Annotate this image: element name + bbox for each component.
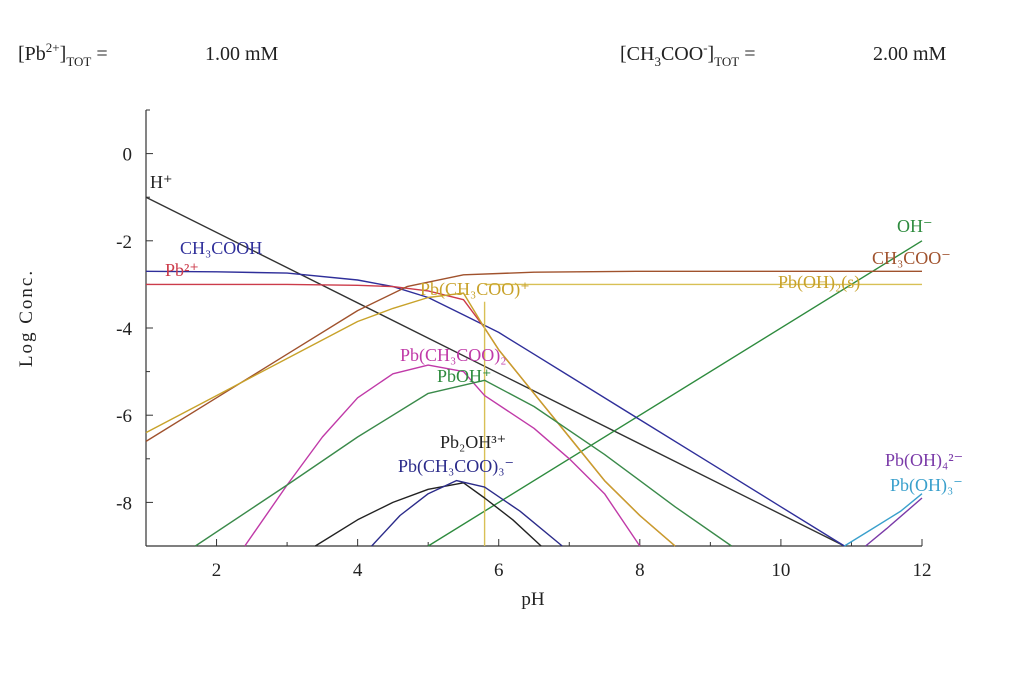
series-line-oh	[427, 240, 923, 547]
series-line-pb-ch3coo-2	[244, 364, 641, 547]
x-tick-label: 8	[635, 560, 645, 581]
axes: 0 -2 -4 -6 -8 2 4 6 8 10 12	[116, 109, 932, 581]
y-tick-label: 0	[123, 145, 133, 166]
series-label: Pb₂OH³⁺	[440, 432, 506, 452]
series-line-pboh	[195, 379, 732, 547]
series-line-ch3coo	[145, 270, 922, 442]
series-label: OH⁻	[897, 216, 933, 236]
series-line-pb2oh3	[314, 482, 542, 547]
y-tick-label: -8	[116, 493, 132, 514]
series-line-pb-oh-4-2	[865, 497, 923, 547]
series-line-pb-oh-3	[844, 493, 923, 547]
series-label: Pb(OH)₂(s)	[778, 272, 860, 293]
series-label: CH₃COOH	[180, 238, 262, 258]
series-label: H⁺	[150, 172, 173, 192]
y-tick-label: -4	[116, 319, 132, 340]
pb-total-label: [Pb2+]TOT =	[18, 40, 108, 69]
series-label: CH₃COO⁻	[872, 248, 951, 268]
series-line-pb-ch3coo	[145, 292, 676, 547]
series-label: Pb(CH₃COO)⁺	[420, 279, 530, 300]
acetate-total-label: [CH3COO-]TOT =	[620, 40, 756, 69]
x-tick-label: 2	[212, 560, 222, 581]
x-tick-label: 12	[913, 560, 932, 581]
y-axis-label: Log Conc.	[16, 269, 37, 367]
series-line-pb-ch3coo-3	[371, 479, 563, 547]
series-label: Pb(OH)₄²⁻	[885, 450, 963, 471]
x-tick-label: 4	[353, 560, 363, 581]
series-label: PbOH⁺	[437, 366, 492, 386]
y-tick-label: -2	[116, 232, 132, 253]
series-line-h	[145, 196, 845, 547]
series-group	[145, 196, 923, 547]
acetate-total-value: 2.00 mM	[873, 43, 947, 65]
x-tick-label: 10	[771, 560, 790, 581]
y-tick-label: -6	[116, 406, 132, 427]
series-label: Pb²⁺	[165, 260, 199, 280]
series-label: Pb(CH₃COO)₂	[400, 345, 507, 366]
x-tick-label: 6	[494, 560, 504, 581]
series-label: Pb(CH₃COO)₃⁻	[398, 456, 514, 477]
x-axis-label: pH	[521, 589, 545, 610]
series-label: Pb(OH)₃⁻	[890, 475, 963, 496]
pb-total-value: 1.00 mM	[205, 43, 279, 65]
